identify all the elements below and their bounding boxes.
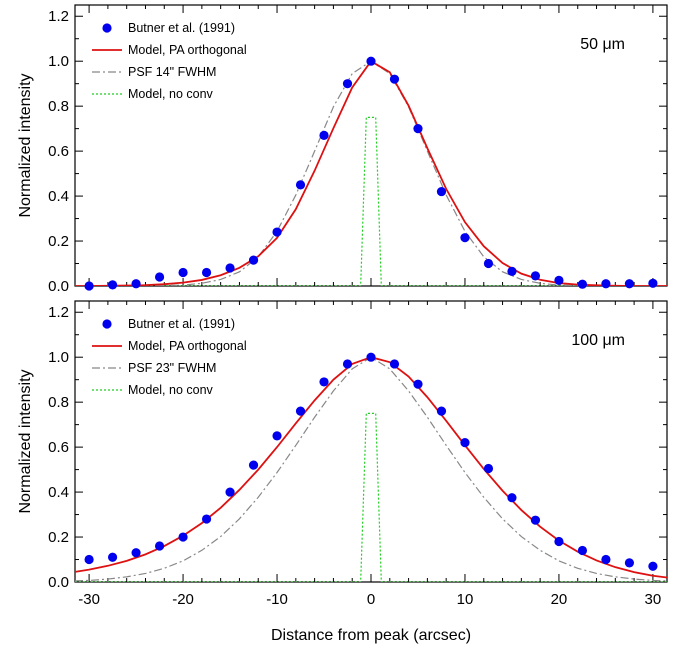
data-point (342, 79, 353, 89)
legend-marker-butner-et-al-1991 (102, 23, 112, 33)
y-tick-label: 0.8 (48, 98, 69, 115)
data-point (201, 267, 212, 278)
y-axis-title: Normalized intensity (17, 73, 34, 217)
data-point (178, 267, 188, 278)
data-point (84, 281, 94, 291)
data-point (319, 130, 329, 140)
x-tick-label: 0 (367, 591, 375, 608)
data-point (389, 74, 400, 84)
y-tick-label: 0.6 (48, 439, 69, 456)
data-point (389, 359, 400, 369)
data-point (530, 515, 541, 525)
wavelength-label: 100 μm (571, 332, 625, 349)
panel-100um: -30 -20 -10 0 10 20 30 0.0 0.2 0.4 0.6 0.8 1.0 1.2 Nor… (17, 300, 668, 608)
y-tick-label: 0.8 (48, 394, 69, 411)
legend-label-model-no-conv: Model, no conv (128, 87, 214, 101)
panel-50um: 0.0 0.2 0.4 0.6 0.8 1.0 1.2 Normalized intensit… (17, 4, 668, 295)
data-point (272, 227, 282, 237)
data-point (413, 124, 423, 134)
data-point (201, 514, 212, 524)
data-point (460, 438, 470, 448)
y-tick-label: 1.2 (48, 8, 69, 25)
y-tick-label: 0.0 (48, 574, 69, 591)
y-tick-label: 0.4 (48, 188, 69, 205)
data-point (507, 493, 517, 503)
data-point (624, 279, 635, 289)
legend-label-psf-23-fwhm: PSF 23" FWHM (128, 361, 216, 375)
legend-label-model-no-conv: Model, no conv (128, 383, 214, 397)
data-point (460, 233, 470, 243)
y-tick-label: 0.6 (48, 143, 69, 160)
data-point (295, 180, 306, 190)
data-point (436, 186, 447, 197)
data-point (248, 460, 259, 470)
data-point (554, 536, 564, 547)
data-point (577, 545, 588, 556)
data-point (342, 359, 353, 369)
legend-label-psf-14-fwhm: PSF 14" FWHM (128, 65, 216, 79)
data-point (577, 279, 588, 289)
data-point (107, 280, 118, 290)
data-point (366, 56, 376, 66)
data-point (648, 278, 658, 288)
data-point (366, 352, 376, 362)
data-point (225, 263, 235, 273)
data-point (107, 552, 118, 562)
y-tick-label: 0.0 (48, 278, 69, 295)
legend-label-butner-et-al-1991: Butner et al. (1991) (128, 21, 235, 35)
x-tick-label: -20 (172, 591, 194, 608)
legend-marker-butner-et-al-1991 (102, 319, 112, 329)
x-tick-label: -10 (266, 591, 288, 608)
data-point (178, 532, 188, 542)
y-tick-label: 1.0 (48, 349, 69, 366)
data-point (530, 271, 541, 281)
legend-label-butner-et-al-1991: Butner et al. (1991) (128, 317, 235, 331)
data-point (295, 406, 306, 416)
legend-label-model-pa-orthogonal: Model, PA orthogonal (128, 339, 247, 353)
y-tick-label: 0.2 (48, 233, 69, 250)
data-point (84, 554, 94, 565)
data-point (554, 275, 564, 285)
data-point (154, 272, 165, 282)
data-point (319, 377, 329, 387)
data-point (131, 279, 141, 289)
legend-label-model-pa-orthogonal: Model, PA orthogonal (128, 43, 247, 57)
data-point (483, 258, 494, 269)
y-tick-label: 1.2 (48, 304, 69, 321)
data-point (624, 558, 635, 568)
data-point (483, 463, 494, 474)
data-point (154, 541, 165, 551)
data-point (601, 554, 611, 565)
data-point (507, 266, 517, 276)
data-point (648, 561, 658, 571)
x-tick-label: -30 (78, 591, 100, 608)
x-tick-label: 20 (551, 591, 568, 608)
x-tick-label: 30 (645, 591, 662, 608)
y-tick-label: 0.2 (48, 529, 69, 546)
x-tick-label: 10 (457, 591, 474, 608)
data-point (131, 548, 141, 558)
y-tick-label: 1.0 (48, 53, 69, 70)
data-point (413, 379, 423, 389)
data-point (248, 255, 259, 265)
y-tick-label: 0.4 (48, 484, 69, 501)
x-axis-title: Distance from peak (arcsec) (271, 627, 471, 644)
wavelength-label: 50 μm (580, 36, 625, 53)
data-point (225, 487, 235, 497)
y-axis-title: Normalized intensity (17, 369, 34, 513)
data-point (272, 431, 282, 441)
data-point (601, 279, 611, 289)
data-point (436, 406, 447, 416)
